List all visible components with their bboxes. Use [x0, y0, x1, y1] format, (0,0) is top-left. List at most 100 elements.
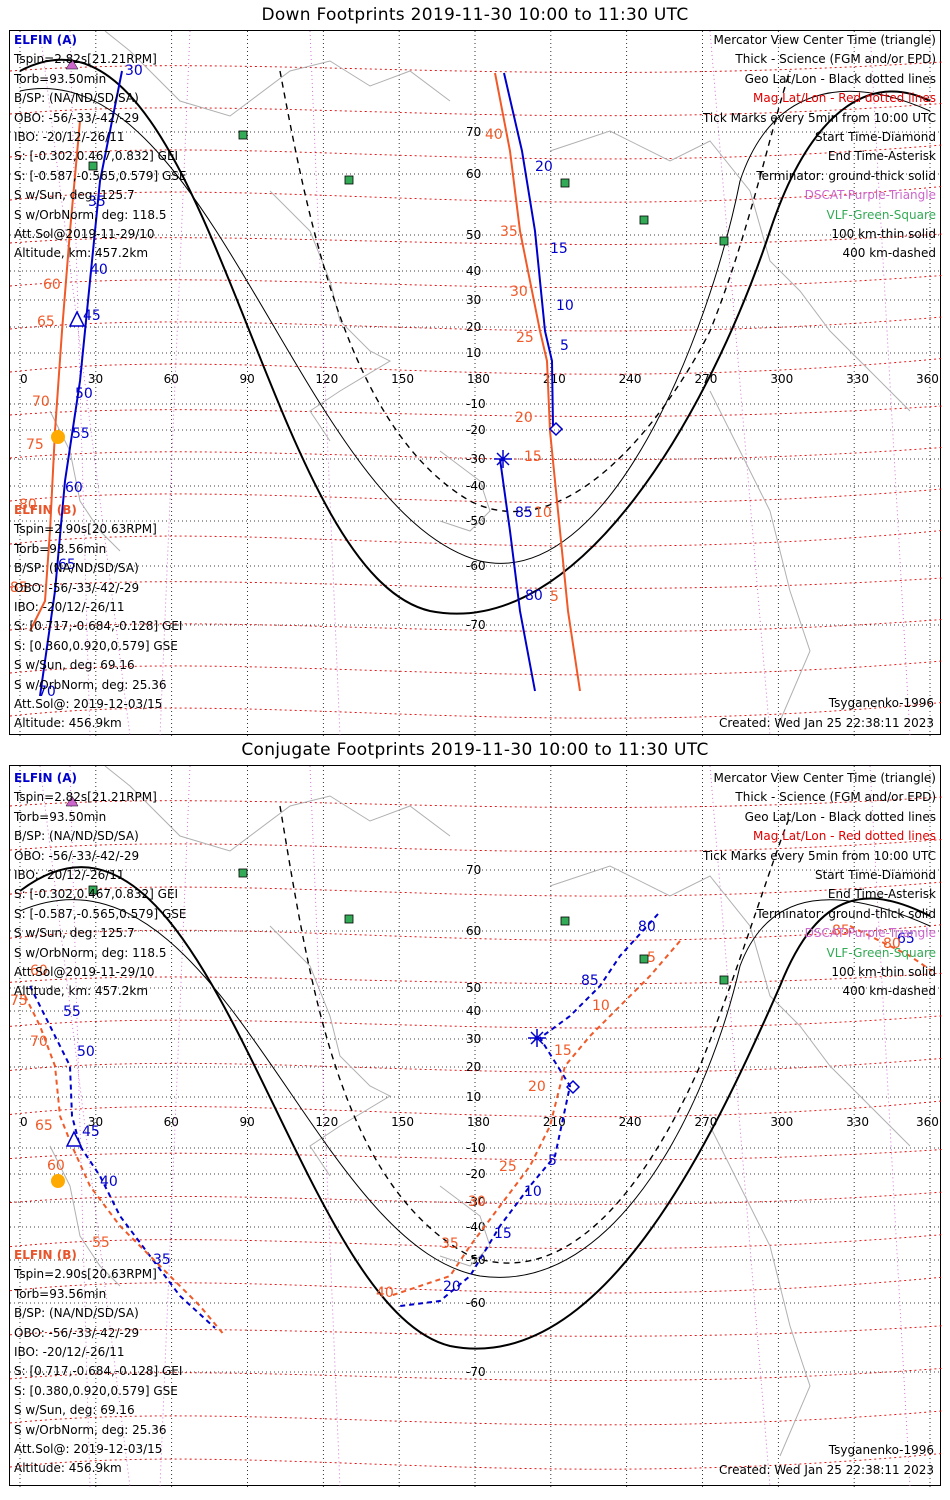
- lat-tick-label: -20: [466, 423, 486, 437]
- track-time-tick-label: 5: [550, 589, 559, 605]
- mag-longitude-line: [869, 31, 911, 736]
- track-time-tick-label: 25: [499, 1159, 517, 1175]
- legend-item: End Time-Asterisk: [827, 887, 936, 902]
- legend-item: Tick Marks every 5min from 10:00 UTC: [702, 110, 936, 125]
- info-line: Att.Sol@: 2019-12-03/15: [14, 697, 163, 712]
- legend-item: 400 km-dashed: [842, 984, 936, 999]
- info-line: S: [0.717,-0.684,-0.128] GEI: [14, 1364, 183, 1379]
- legend-item: VLF-Green-Square: [826, 945, 936, 960]
- legend-item: End Time-Asterisk: [827, 149, 936, 164]
- info-line: IBO: -20/12/-26/11: [14, 1345, 125, 1360]
- mag-longitude-line: [709, 766, 771, 1487]
- track-time-tick-label: 75: [26, 437, 44, 453]
- track-time-tick-label: 35: [441, 1236, 459, 1252]
- lon-tick-label: 90: [240, 1115, 255, 1129]
- lon-tick-label: 330: [846, 372, 869, 386]
- mag-longitude-line: [309, 31, 341, 736]
- coastline: [549, 865, 911, 1147]
- vlf-station-icon: [344, 175, 354, 185]
- mag-longitude-line: [309, 766, 341, 1487]
- mag-longitude-line: [69, 766, 91, 1487]
- track-time-tick-label: 50: [77, 1044, 95, 1060]
- track-time-tick-label: 40: [100, 1174, 118, 1190]
- info-line: Torb=93.50min: [14, 809, 107, 824]
- track-time-tick-label: 25: [516, 330, 534, 346]
- lon-tick-label: 60: [164, 1115, 179, 1129]
- mag-latitude-line: [10, 61, 942, 73]
- mag-latitude-line: [10, 839, 942, 853]
- mag-latitude-line: [10, 1191, 942, 1205]
- info-line: Tspin=2.90s[20.63RPM]: [14, 1267, 157, 1282]
- track-time-tick-label: 85: [515, 505, 533, 521]
- map-legend: Mercator View Center Time (triangle) Thi…: [703, 769, 936, 1002]
- vlf-station-icon: [719, 236, 729, 246]
- vlf-station-icon: [88, 885, 98, 895]
- mag-latitude-line: [10, 796, 942, 808]
- lat-tick-label: 40: [466, 1004, 481, 1018]
- vlf-station-icon: [344, 914, 354, 924]
- vlf-station-icon: [719, 975, 729, 985]
- track-time-tick-label: 80: [19, 497, 37, 513]
- track-time-tick-label: 60: [65, 480, 83, 496]
- elfin-a-track-east: [399, 913, 659, 1307]
- info-line: IBO: -20/12/-26/11: [14, 600, 125, 615]
- elfin-b-track: [24, 995, 226, 1337]
- info-line: Tspin=2.90s[20.63RPM]: [14, 522, 157, 537]
- legend-item: Mercator View Center Time (triangle): [713, 33, 936, 47]
- track-time-tick-label: 85: [832, 923, 850, 939]
- track-time-tick-label: 55: [63, 1004, 81, 1020]
- lon-tick-label: 120: [315, 1115, 338, 1129]
- track-time-tick-label: 70: [30, 1034, 48, 1050]
- down-footprints-map[interactable]: 0 30 60 90 120 150 180 210 240 270 300 330 360706050…: [10, 31, 942, 736]
- lon-tick-label: 240: [619, 372, 642, 386]
- track-time-tick-label: 35: [153, 1252, 171, 1268]
- lon-tick-label: 0: [20, 1115, 28, 1129]
- mag-latitude-line: [10, 881, 942, 897]
- vlf-station-icon: [639, 215, 649, 225]
- lat-tick-label: 30: [466, 293, 481, 307]
- mag-latitude-line: [10, 103, 942, 117]
- info-line: S: [0.360,0.920,0.579] GSE: [14, 638, 178, 653]
- info-line: Torb=93.56min: [14, 1286, 107, 1301]
- mag-latitude-line: [10, 1234, 942, 1250]
- legend-item: Tick Marks every 5min from 10:00 UTC: [702, 848, 936, 863]
- track-time-tick-label: 10: [524, 1184, 542, 1200]
- lon-tick-label: 150: [391, 372, 414, 386]
- info-line: OBO: -56/-33/-42/-29: [14, 848, 140, 863]
- coastline: [269, 925, 392, 1177]
- info-line: S w/Sun, deg: 125.7: [14, 188, 135, 203]
- track-time-tick-label: 20: [515, 410, 533, 426]
- track-time-tick-label: 65: [897, 931, 915, 947]
- terminator-ground: [19, 866, 931, 1350]
- mag-latitude-line: [10, 447, 942, 461]
- track-time-tick-label: 15: [554, 1043, 572, 1059]
- info-line: Altitude, km: 457.2km: [14, 246, 149, 261]
- elfin-a-track: [39, 70, 123, 697]
- track-time-tick-label: 35: [88, 194, 106, 210]
- conjugate-footprints-map[interactable]: 0 30 60 90 120 150 180 210 240 270 300 330 360 70 60 50…: [10, 766, 942, 1487]
- mag-latitude-line: [10, 316, 942, 332]
- mag-latitude-line: [10, 1410, 942, 1426]
- track-time-tick-label: 40: [376, 1285, 394, 1301]
- lon-tick-label: 150: [391, 1115, 414, 1129]
- vlf-station-icon: [639, 954, 649, 964]
- coastline: [104, 766, 451, 852]
- lon-tick-label: 360: [916, 1115, 939, 1129]
- mag-latitude-line: [10, 702, 942, 719]
- lat-tick-label: 60: [466, 924, 481, 938]
- coastline: [49, 1145, 121, 1287]
- track-time-tick-label: 85: [581, 973, 599, 989]
- lat-tick-label: 50: [466, 981, 481, 995]
- info-line: S: [-0.302,0.467,0.832] GEI: [14, 887, 179, 902]
- lat-tick-label: 70: [466, 125, 481, 139]
- coastline: [104, 31, 451, 117]
- info-line: Tspin=2.82s[21.21RPM]: [14, 52, 157, 67]
- mag-longitude-line: [869, 766, 911, 1487]
- info-line: B/SP: (NA/ND/SD/SA): [14, 829, 139, 844]
- created-timestamp: Created: Wed Jan 25 22:38:11 2023: [719, 716, 934, 730]
- mag-latitude-line: [10, 619, 942, 633]
- mag-latitude-line: [10, 1057, 942, 1073]
- lat-tick-label: 20: [466, 1060, 481, 1074]
- track-time-tick-label: 35: [500, 224, 518, 240]
- lon-tick-label: 270: [695, 1115, 718, 1129]
